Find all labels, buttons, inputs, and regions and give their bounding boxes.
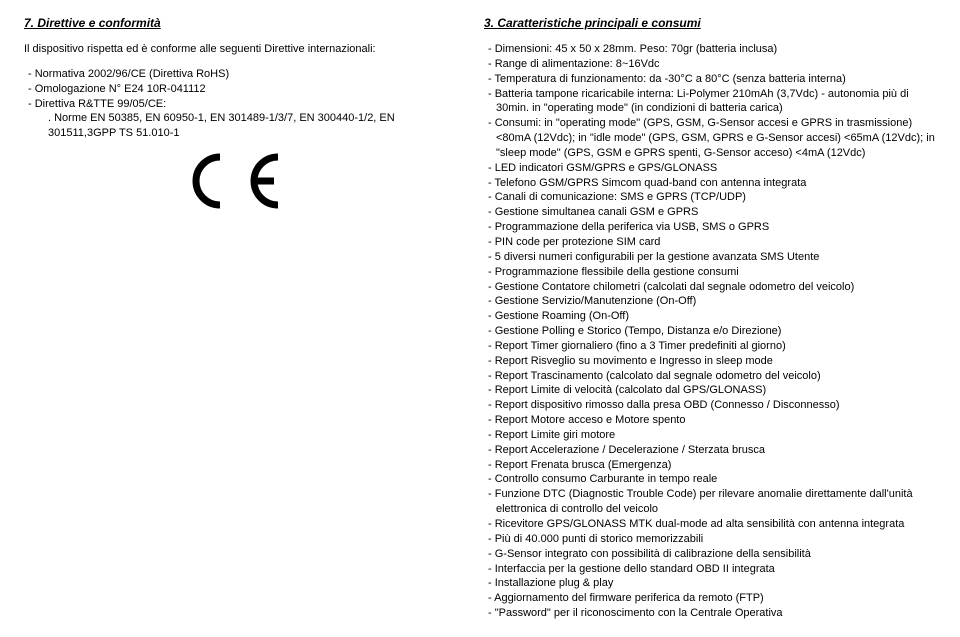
list-item: - Aggiornamento del firmware periferica …: [484, 591, 936, 606]
list-item: - 5 diversi numeri configurabili per la …: [484, 250, 936, 265]
list-item: - Range di alimentazione: 8~16Vdc: [484, 57, 936, 72]
list-item: - PIN code per protezione SIM card: [484, 235, 936, 250]
left-heading: 7. Direttive e conformità: [24, 16, 444, 30]
list-item: - Temperatura di funzionamento: da -30°C…: [484, 72, 936, 87]
list-item: - Controllo consumo Carburante in tempo …: [484, 472, 936, 487]
list-item: - Omologazione N° E24 10R-041112: [24, 82, 444, 97]
list-item: - "Password" per il riconoscimento con l…: [484, 606, 936, 621]
list-item: - Gestione Polling e Storico (Tempo, Dis…: [484, 324, 936, 339]
list-item: - Canali di comunicazione: SMS e GPRS (T…: [484, 190, 936, 205]
list-item: - Gestione Contatore chilometri (calcola…: [484, 280, 936, 295]
right-column: 3. Caratteristiche principali e consumi …: [484, 16, 936, 621]
list-item: - Programmazione della periferica via US…: [484, 220, 936, 235]
list-item: - Report Frenata brusca (Emergenza): [484, 458, 936, 473]
left-intro: Il dispositivo rispetta ed è conforme al…: [24, 42, 444, 57]
list-item: - Report Trascinamento (calcolato dal se…: [484, 369, 936, 384]
list-item: - Report Motore acceso e Motore spento: [484, 413, 936, 428]
list-item: - Report Risveglio su movimento e Ingres…: [484, 354, 936, 369]
right-heading: 3. Caratteristiche principali e consumi: [484, 16, 936, 30]
list-item: - Report Timer giornaliero (fino a 3 Tim…: [484, 339, 936, 354]
list-item: - Batteria tampone ricaricabile interna:…: [484, 87, 936, 117]
list-item: - Programmazione flessibile della gestio…: [484, 265, 936, 280]
list-item: - Report Limite giri motore: [484, 428, 936, 443]
list-item: - Telefono GSM/GPRS Simcom quad-band con…: [484, 176, 936, 191]
list-item: - Report Accelerazione / Decelerazione /…: [484, 443, 936, 458]
list-item: - Gestione Roaming (On-Off): [484, 309, 936, 324]
ce-mark-icon: [24, 151, 444, 214]
list-item: - Interfaccia per la gestione dello stan…: [484, 562, 936, 577]
left-column: 7. Direttive e conformità Il dispositivo…: [24, 16, 444, 621]
list-item: - Report dispositivo rimosso dalla presa…: [484, 398, 936, 413]
list-item: - Ricevitore GPS/GLONASS MTK dual-mode a…: [484, 517, 936, 532]
list-item: - Direttiva R&TTE 99/05/CE:: [24, 97, 444, 112]
list-item: - LED indicatori GSM/GPRS e GPS/GLONASS: [484, 161, 936, 176]
left-list: - Normativa 2002/96/CE (Direttiva RoHS) …: [24, 67, 444, 141]
list-item: - Report Limite di velocità (calcolato d…: [484, 383, 936, 398]
list-item: - Installazione plug & play: [484, 576, 936, 591]
list-item: - Normativa 2002/96/CE (Direttiva RoHS): [24, 67, 444, 82]
right-list: - Dimensioni: 45 x 50 x 28mm. Peso: 70gr…: [484, 42, 936, 621]
list-item: - Funzione DTC (Diagnostic Trouble Code)…: [484, 487, 936, 517]
list-item-norme: . Norme EN 50385, EN 60950-1, EN 301489-…: [24, 111, 444, 141]
list-item: - Più di 40.000 punti di storico memoriz…: [484, 532, 936, 547]
list-item: - Gestione Servizio/Manutenzione (On-Off…: [484, 294, 936, 309]
list-item: - G-Sensor integrato con possibilità di …: [484, 547, 936, 562]
list-item: - Dimensioni: 45 x 50 x 28mm. Peso: 70gr…: [484, 42, 936, 57]
list-item: - Consumi: in "operating mode" (GPS, GSM…: [484, 116, 936, 161]
page: 7. Direttive e conformità Il dispositivo…: [24, 16, 936, 621]
list-item: - Gestione simultanea canali GSM e GPRS: [484, 205, 936, 220]
